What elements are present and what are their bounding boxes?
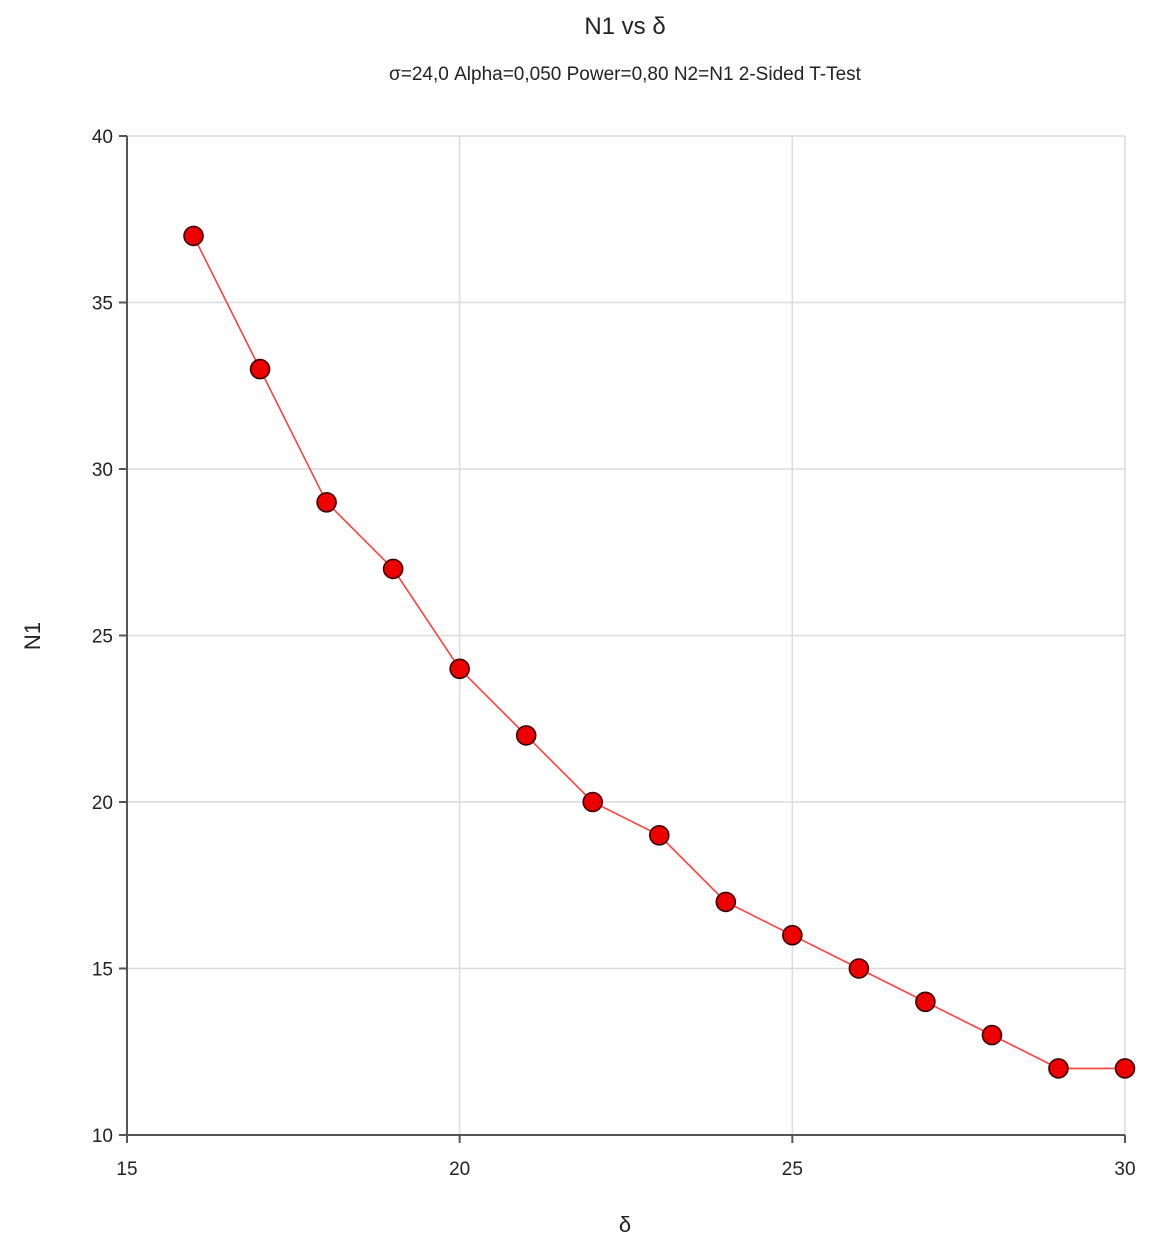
- data-point: [582, 791, 604, 813]
- grid-layer: [127, 135, 1126, 1135]
- x-tick-label: 20: [449, 1159, 470, 1180]
- data-point: [449, 658, 470, 680]
- data-point: [183, 225, 204, 247]
- data-point: [382, 558, 404, 580]
- y-tick-label: 40: [92, 127, 113, 148]
- chart-title: N1 vs δ: [584, 13, 665, 40]
- data-point: [715, 891, 737, 913]
- data-point: [515, 725, 537, 746]
- y-tick-label: 20: [92, 793, 113, 814]
- data-point: [915, 991, 936, 1013]
- y-axis-label: N1: [20, 622, 45, 650]
- x-tick-label: 15: [116, 1159, 137, 1180]
- y-tick-label: 10: [92, 1126, 113, 1147]
- chart-subtitle: σ=24,0 Alpha=0,050 Power=0,80 N2=N1 2-Si…: [389, 64, 862, 85]
- data-point: [981, 1024, 1003, 1046]
- data-point: [782, 924, 803, 946]
- x-tick-label: 25: [782, 1159, 803, 1180]
- data-point: [648, 824, 670, 846]
- data-point: [249, 358, 271, 380]
- data-point: [1048, 1058, 1069, 1079]
- x-axis-label: δ: [619, 1212, 631, 1237]
- y-tick-label: 30: [92, 460, 113, 481]
- y-tick-label: 35: [92, 294, 113, 315]
- data-point: [848, 958, 870, 979]
- x-tick-label: 30: [1114, 1159, 1135, 1180]
- y-tick-label: 15: [92, 960, 113, 981]
- series-line: [192, 235, 1125, 1070]
- data-point: [316, 491, 337, 513]
- y-tick-label: 25: [92, 627, 113, 648]
- series-layer: [183, 225, 1136, 1079]
- data-point: [1114, 1058, 1136, 1079]
